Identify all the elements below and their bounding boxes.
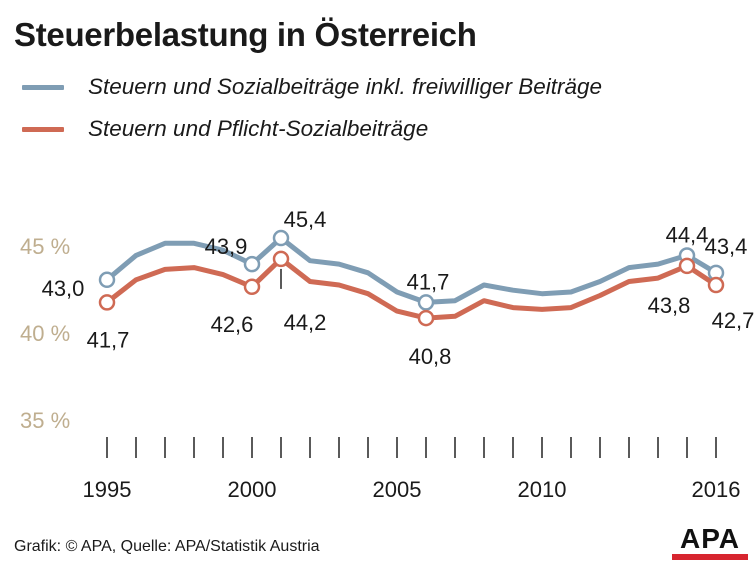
data-label: 40,8 [409,344,452,369]
data-point-marker [417,309,435,327]
data-label: 45,4 [284,207,327,232]
legend-swatch-blue [22,84,64,90]
data-point-marker [243,255,261,273]
chart-title: Steuerbelastung in Österreich [14,16,477,53]
x-tick-label: 2000 [228,477,277,502]
legend-entry-mandatory: Steuern und Pflicht-Sozialbeiträge [22,114,428,144]
legend-label-mandatory: Steuern und Pflicht-Sozialbeiträge [88,116,429,141]
data-point-marker [272,229,290,247]
data-point-marker [243,278,261,296]
x-tick-label: 2010 [518,477,567,502]
data-point-marker [678,257,696,275]
data-point-marker [707,276,725,294]
x-tick-label: 2016 [692,477,741,502]
data-point-marker [98,294,116,311]
legend-entry-voluntary: Steuern und Sozialbeiträge inkl. freiwil… [22,72,602,102]
data-label: 43,8 [648,293,691,318]
data-label: 44,4 [666,222,709,247]
data-point-marker [417,294,435,311]
y-tick-label: 45 % [20,234,70,259]
legend-label-voluntary: Steuern und Sozialbeiträge inkl. freiwil… [88,74,603,99]
data-label: 43,0 [42,276,85,301]
y-tick-label: 40 % [20,321,70,346]
series-line-mandatory [104,256,719,321]
data-label: 44,2 [284,310,327,335]
data-point-marker [272,250,290,268]
series-line-voluntary [104,235,719,305]
x-tick-label: 2005 [373,477,422,502]
data-label: 41,7 [87,327,130,352]
line-chart: 45 % 40 % 35 % 1995 2000 2005 2010 2016 43,0 43,9… [20,207,755,502]
data-label: 43,4 [705,234,748,259]
data-point-marker [98,271,116,289]
x-tick-label: 1995 [83,477,132,502]
apa-logo-bar [672,554,748,560]
source-note: Grafik: © APA, Quelle: APA/Statistik Aus… [14,538,320,555]
data-label: 42,6 [211,312,254,337]
data-label: 42,7 [712,308,755,333]
apa-logo: APA [672,521,748,561]
legend-swatch-red [22,126,64,132]
y-tick-label: 35 % [20,408,70,433]
data-label: 43,9 [205,234,248,259]
apa-logo-text: APA [679,523,741,554]
data-label: 41,7 [407,269,450,294]
